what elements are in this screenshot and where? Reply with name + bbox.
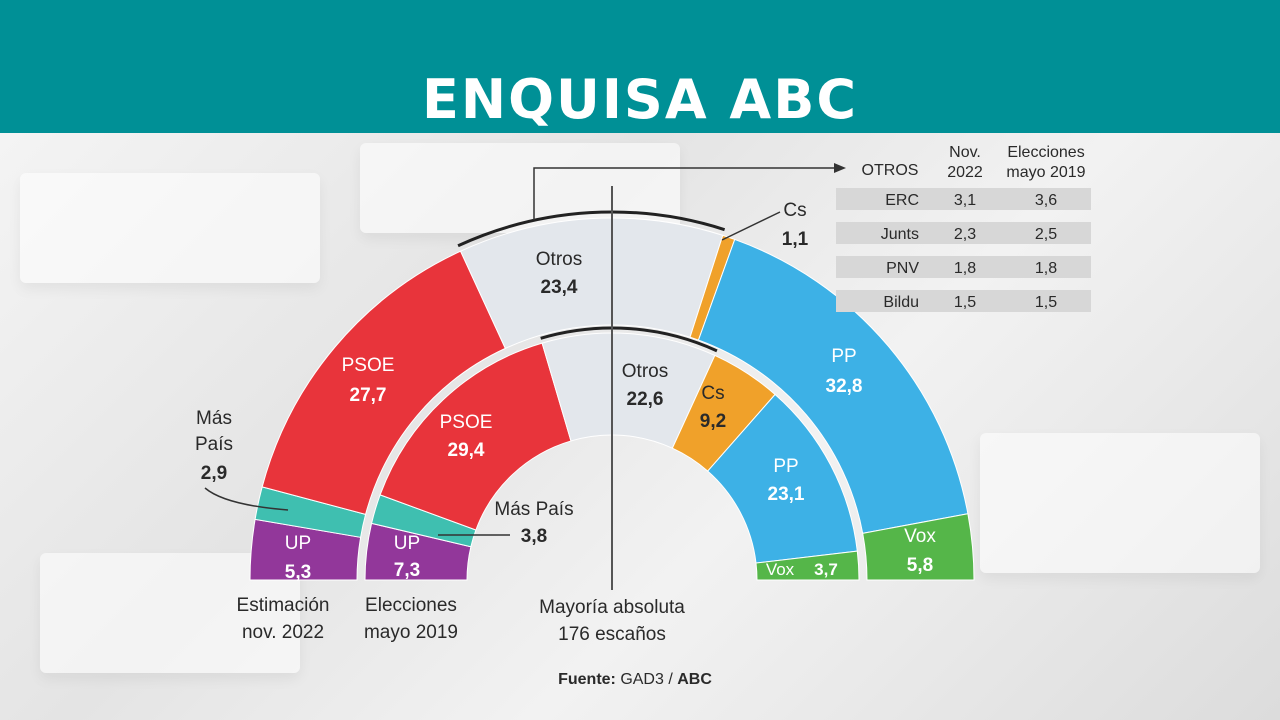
source-note: Fuente: GAD3 / ABC — [558, 671, 712, 688]
label-outer-psoe-name: PSOE — [342, 355, 395, 376]
label-inner-psoe-value: 29,4 — [448, 440, 485, 461]
header-banner: ENQUISA ABC — [0, 0, 1280, 133]
majority-caption-line2: 176 escaños — [558, 624, 666, 645]
others-table-party: Bildu — [883, 294, 919, 311]
arrow-icon — [834, 163, 846, 173]
label-outer-mas-pais-name: Más — [196, 408, 232, 429]
label-outer-vox-value: 5,8 — [907, 555, 933, 576]
others-table-nov-value: 3,1 — [954, 192, 976, 209]
background-tile — [980, 433, 1260, 573]
label-outer-otros-value: 23,4 — [541, 277, 578, 298]
otros-connector-line — [533, 167, 836, 220]
others-table-row — [836, 256, 1091, 278]
others-table-row — [836, 222, 1091, 244]
label-outer-cs-leader — [721, 211, 781, 241]
label-inner-otros-value: 22,6 — [627, 389, 664, 410]
background-tile — [20, 173, 320, 283]
label-outer-pp-name: PP — [831, 346, 856, 367]
label-outer-otros-name: Otros — [536, 249, 582, 270]
label-inner-otros-name: Otros — [622, 361, 668, 382]
label-inner-up-value: 7,3 — [394, 560, 420, 581]
label-outer-vox-name: Vox — [904, 526, 936, 547]
label-inner-cs-value: 9,2 — [700, 411, 726, 432]
label-outer-up-name: UP — [285, 533, 311, 554]
caption-outer-line1: Estimación — [237, 595, 330, 616]
label-outer-cs-value: 1,1 — [782, 229, 809, 250]
label-inner-pp-value: 23,1 — [768, 484, 805, 505]
label-outer-mas-pais-value: 2,9 — [201, 463, 227, 484]
label-inner-vox-value: 3,7 — [814, 560, 838, 579]
label-outer-mas-pais-leader — [204, 487, 289, 511]
seat-arc-inner-vox — [755, 550, 860, 581]
others-table-2019-value: 2,5 — [1035, 226, 1057, 243]
others-table-nov-value: 1,5 — [954, 294, 976, 311]
label-outer-cs-name: Cs — [783, 200, 806, 221]
label-outer-up-value: 5,3 — [285, 562, 311, 583]
label-outer-psoe-value: 27,7 — [350, 385, 387, 406]
caption-inner-line2: mayo 2019 — [364, 622, 458, 643]
others-table-2019-value: 3,6 — [1035, 192, 1057, 209]
others-table-party: PNV — [886, 260, 919, 277]
others-table-party: ERC — [885, 192, 919, 209]
others-table-col-nov: 2022 — [947, 164, 983, 181]
label-inner-cs-name: Cs — [701, 383, 724, 404]
page-title: ENQUISA ABC — [422, 68, 858, 131]
others-table-nov-value: 1,8 — [954, 260, 976, 277]
others-table-row — [836, 188, 1091, 210]
label-outer-mas-pais-name: País — [195, 434, 233, 455]
others-table-title: OTROS — [862, 162, 919, 179]
others-table-row — [836, 290, 1091, 312]
background — [0, 133, 1280, 720]
label-inner-psoe-name: PSOE — [440, 412, 493, 433]
others-table-col-nov: Nov. — [949, 144, 981, 161]
otros-bracket-inner — [540, 326, 718, 353]
label-inner-pp-name: PP — [773, 456, 798, 477]
label-inner-mas-pais-value: 3,8 — [521, 526, 547, 547]
seat-arc-outer-vox — [862, 513, 975, 581]
others-table-col-2019: Elecciones — [1007, 144, 1084, 161]
others-table-2019-value: 1,8 — [1035, 260, 1057, 277]
others-table-2019-value: 1,5 — [1035, 294, 1057, 311]
caption-inner-line1: Elecciones — [365, 595, 457, 616]
others-table-nov-value: 2,3 — [954, 226, 976, 243]
others-table-col-2019: mayo 2019 — [1006, 164, 1085, 181]
label-inner-up-name: UP — [394, 533, 420, 554]
others-table-party: Junts — [881, 226, 919, 243]
label-inner-mas-pais-name: Más País — [494, 499, 573, 520]
label-outer-pp-value: 32,8 — [826, 376, 863, 397]
otros-bracket-outer — [457, 210, 726, 248]
label-inner-vox-name: Vox — [766, 560, 795, 579]
caption-outer-line2: nov. 2022 — [242, 622, 324, 643]
majority-caption-line1: Mayoría absoluta — [539, 597, 685, 618]
